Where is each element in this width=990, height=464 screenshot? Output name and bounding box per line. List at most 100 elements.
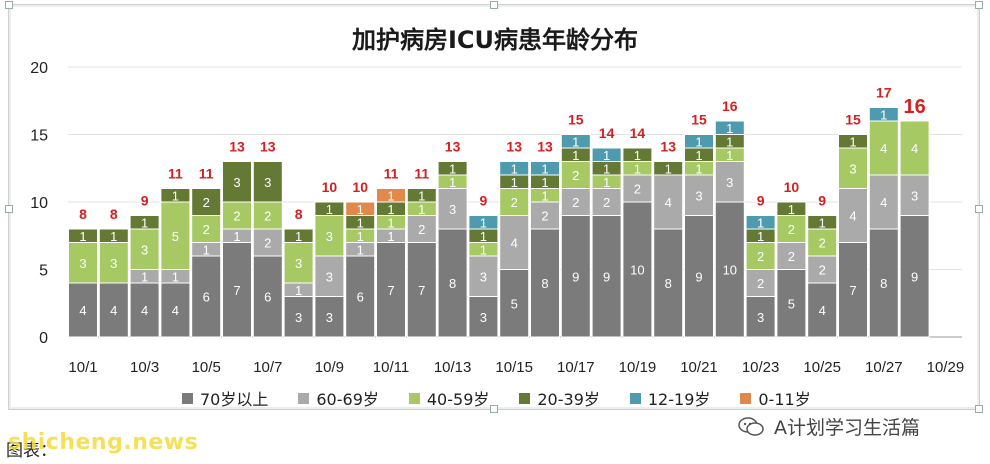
bar-segment <box>868 120 899 176</box>
x-tick-label: 10/23 <box>742 359 780 376</box>
x-tick-label: 10/19 <box>619 359 657 376</box>
data-label: 3 <box>141 242 148 257</box>
data-label: 1 <box>849 134 856 149</box>
data-label: 2 <box>264 236 271 251</box>
data-label: 1 <box>726 148 733 163</box>
data-label: 1 <box>634 161 641 176</box>
legend-item: 0-11岁 <box>740 386 811 410</box>
bar-segment <box>899 120 930 176</box>
bar-segment <box>468 255 499 297</box>
bar-segment <box>684 134 714 149</box>
data-label: 9 <box>911 269 918 284</box>
bar-segment <box>807 255 838 284</box>
bar-segment <box>807 228 838 257</box>
data-label: 2 <box>572 168 579 183</box>
data-label: 2 <box>418 222 425 237</box>
legend-item: 70岁以上 <box>182 386 268 410</box>
resize-handle[interactable] <box>5 1 13 9</box>
legend-label: 0-11岁 <box>758 390 811 409</box>
x-tick-label: 10/9 <box>315 359 344 376</box>
total-label: 13 <box>660 139 676 155</box>
data-label: 2 <box>511 195 518 210</box>
x-tick-label: 10/1 <box>68 359 97 376</box>
data-label: 7 <box>849 283 856 298</box>
legend-item: 20-39岁 <box>519 386 600 410</box>
bar-segment <box>530 201 560 230</box>
legend-label: 40-59岁 <box>426 390 490 409</box>
data-label: 1 <box>387 202 394 217</box>
bar-segment <box>129 228 160 270</box>
data-label: 1 <box>880 107 887 122</box>
bar-segment <box>622 201 653 338</box>
bar-segment <box>591 147 622 162</box>
resize-handle[interactable] <box>975 1 983 9</box>
bar-segment <box>345 201 376 216</box>
data-label: 7 <box>233 283 240 298</box>
legend-swatch <box>298 392 310 404</box>
bar-segment <box>98 228 129 243</box>
data-label: 1 <box>418 188 425 203</box>
bar-segment <box>838 147 868 189</box>
data-label: 3 <box>480 310 487 325</box>
bar-segment <box>68 242 98 284</box>
data-label: 1 <box>203 242 210 257</box>
bar-segment <box>406 242 437 338</box>
data-label: 1 <box>326 202 333 217</box>
data-label: 2 <box>757 249 764 264</box>
data-label: 3 <box>295 310 302 325</box>
resize-handle[interactable] <box>490 405 498 413</box>
data-label: 1 <box>480 242 487 257</box>
bar-segment <box>745 242 776 270</box>
resize-handle[interactable] <box>975 405 983 413</box>
bar-segment <box>868 174 899 230</box>
bar-segment <box>283 228 314 243</box>
data-label: 3 <box>480 269 487 284</box>
bar-segment <box>468 296 499 338</box>
bar-segment <box>714 161 745 203</box>
data-label: 1 <box>819 215 826 230</box>
resize-handle[interactable] <box>975 205 983 213</box>
data-label: 1 <box>726 134 733 149</box>
resize-handle[interactable] <box>5 205 13 213</box>
data-label: 2 <box>788 222 795 237</box>
data-label: 8 <box>449 276 456 291</box>
bar-segment <box>252 161 283 203</box>
bar-segment <box>838 188 868 243</box>
data-label: 8 <box>880 276 887 291</box>
data-label: 1 <box>757 215 764 230</box>
data-label: 1 <box>418 202 425 217</box>
bar-segment <box>530 228 560 338</box>
bar-segment <box>499 215 530 270</box>
data-label: 5 <box>788 296 795 311</box>
total-label: 16 <box>903 96 925 118</box>
total-label: 11 <box>199 166 214 182</box>
bar-segment <box>838 242 868 338</box>
x-tick-label: 10/7 <box>253 359 282 376</box>
y-tick-label: 15 <box>30 128 48 145</box>
total-label: 8 <box>295 206 303 222</box>
data-label: 2 <box>819 263 826 278</box>
data-label: 2 <box>757 276 764 291</box>
total-label: 13 <box>445 139 461 155</box>
data-label: 4 <box>911 141 918 156</box>
total-label: 13 <box>229 139 245 155</box>
data-label: 1 <box>357 215 364 230</box>
data-label: 2 <box>788 249 795 264</box>
data-label: 1 <box>511 175 518 190</box>
bar-segment <box>160 282 191 338</box>
legend-label: 12-19岁 <box>647 390 711 409</box>
legend-item: 40-59岁 <box>408 386 490 410</box>
data-label: 1 <box>572 148 579 163</box>
total-label: 9 <box>818 193 826 209</box>
wechat-icon <box>738 416 764 437</box>
data-label: 10 <box>723 263 737 278</box>
data-label: 8 <box>541 276 548 291</box>
data-label: 3 <box>726 175 733 190</box>
bar-segment <box>560 161 591 189</box>
bar-segment <box>314 201 345 216</box>
resize-handle[interactable] <box>490 1 498 9</box>
bar-segment <box>499 161 530 176</box>
total-label: 9 <box>480 193 488 209</box>
data-label: 1 <box>387 188 394 203</box>
total-label: 13 <box>260 139 276 155</box>
